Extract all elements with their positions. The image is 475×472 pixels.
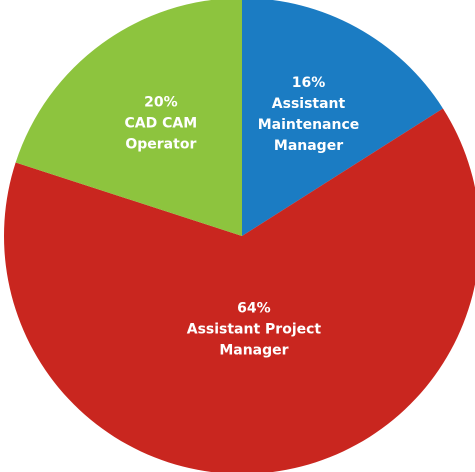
pie-slice (4, 108, 475, 472)
pie-slice (242, 0, 443, 236)
slice-value: 16% (291, 75, 326, 92)
slice-name: CAD CAM Operator (124, 115, 198, 153)
pie-slice (15, 0, 242, 236)
slice-name: Assistant Maintenance Manager (257, 96, 360, 155)
slice-value: 20% (144, 94, 178, 111)
slice-label: 16% Assistant Maintenance Manager (254, 73, 364, 157)
slice-label: 64% Assistant Project Manager (174, 299, 334, 362)
slice-value: 64% (237, 300, 271, 317)
slice-name: Assistant Project Manager (186, 321, 322, 359)
slice-label: 20% CAD CAM Operator (116, 93, 206, 156)
